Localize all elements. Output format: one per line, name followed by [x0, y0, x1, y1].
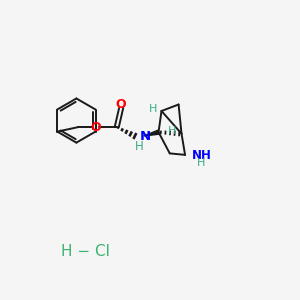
Text: N: N [140, 130, 151, 143]
Polygon shape [144, 130, 159, 136]
Text: H: H [168, 126, 176, 136]
Text: NH: NH [191, 149, 212, 162]
Text: H: H [149, 103, 158, 114]
Text: O: O [116, 98, 127, 111]
Text: O: O [90, 121, 101, 134]
Text: H − Cl: H − Cl [61, 244, 110, 259]
Text: H: H [197, 158, 206, 168]
Text: H: H [135, 140, 144, 153]
